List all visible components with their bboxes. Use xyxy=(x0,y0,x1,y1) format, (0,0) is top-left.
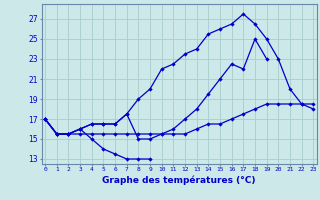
X-axis label: Graphe des températures (°C): Graphe des températures (°C) xyxy=(102,175,256,185)
